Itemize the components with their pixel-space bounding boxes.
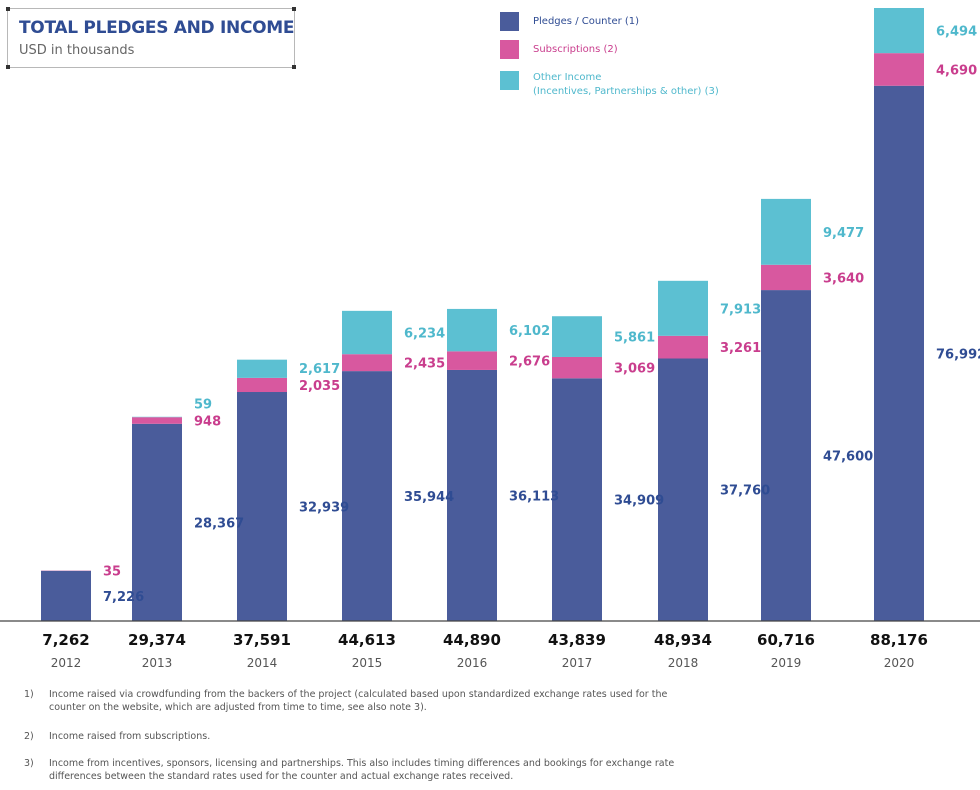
bar-pledges-2018: [658, 358, 708, 621]
legend-label-other-line1: Other Income: [533, 72, 602, 83]
bar-other-2020: [874, 8, 924, 54]
value-label-subscriptions-2016: 2,676: [509, 355, 550, 370]
legend-label-other: Other Income (Incentives, Partnerships &…: [533, 71, 719, 99]
value-label-pledges-2013: 28,367: [194, 516, 244, 531]
bar-subscriptions-2018: [658, 335, 708, 359]
bar-subscriptions-2014: [237, 377, 287, 393]
bar-other-2016: [447, 308, 497, 352]
chart-subtitle: USD in thousands: [19, 43, 135, 58]
value-label-pledges-2020: 76,992: [936, 347, 980, 362]
bar-pledges-2019: [761, 290, 811, 621]
x-tick-label-2014: 2014: [247, 656, 278, 670]
x-tick-label-2013: 2013: [142, 656, 173, 670]
total-label-2012: 7,262: [42, 631, 89, 649]
value-label-other-2016: 6,102: [509, 324, 550, 339]
value-label-pledges-2015: 35,944: [404, 490, 454, 505]
bar-subscriptions-2015: [342, 354, 392, 372]
x-tick-label-2015: 2015: [352, 656, 383, 670]
value-label-other-2014: 2,617: [299, 362, 340, 377]
total-label-2014: 37,591: [233, 631, 291, 649]
axis-layer: 7,262 2012 29,374 2013 37,591 2014 44,613 2015 4…: [42, 631, 928, 670]
bar-pledges-2012: [41, 570, 91, 621]
labels-layer: 7,226 35 28,367 948 59 32,939 2,035 2,617 35,944…: [103, 25, 980, 605]
bar-other-2017: [552, 316, 602, 357]
bar-subscriptions-2019: [761, 264, 811, 291]
value-label-subscriptions-2020: 4,690: [936, 63, 977, 78]
x-tick-label-2012: 2012: [51, 656, 82, 670]
legend-swatch-pledges: [500, 12, 519, 31]
value-label-subscriptions-2012: 35: [103, 565, 121, 580]
legend-swatch-other: [500, 71, 519, 90]
footnote-2-number: 2): [24, 731, 34, 742]
value-label-pledges-2016: 36,113: [509, 489, 559, 504]
bar-pledges-2014: [237, 392, 287, 621]
value-label-other-2013: 59: [194, 397, 212, 412]
total-label-2016: 44,890: [443, 631, 501, 649]
total-label-2017: 43,839: [548, 631, 606, 649]
value-label-subscriptions-2019: 3,640: [823, 271, 864, 286]
bar-other-2018: [658, 280, 708, 336]
title-box: TOTAL PLEDGES AND INCOME USD in thousand…: [6, 7, 296, 69]
footnote-2-text: Income raised from subscriptions.: [49, 731, 211, 742]
legend-label-subscriptions: Subscriptions (2): [533, 44, 618, 55]
value-label-other-2015: 6,234: [404, 327, 445, 342]
footnote-3-text: Income from incentives, sponsors, licens…: [49, 758, 675, 782]
chart-title: TOTAL PLEDGES AND INCOME: [19, 18, 295, 38]
x-tick-label-2020: 2020: [884, 656, 915, 670]
x-tick-label-2019: 2019: [771, 656, 802, 670]
value-label-pledges-2019: 47,600: [823, 450, 873, 465]
footnote-3-number: 3): [24, 758, 34, 769]
total-label-2020: 88,176: [870, 631, 928, 649]
x-tick-label-2016: 2016: [457, 656, 488, 670]
total-label-2015: 44,613: [338, 631, 396, 649]
value-label-subscriptions-2013: 948: [194, 414, 221, 429]
stacked-bar-chart: 7,226 35 28,367 948 59 32,939 2,035 2,617 35,944…: [0, 8, 980, 670]
bar-other-2014: [237, 359, 287, 378]
bar-pledges-2020: [874, 85, 924, 622]
bar-pledges-2017: [552, 378, 602, 621]
bar-other-2015: [342, 310, 392, 355]
value-label-other-2018: 7,913: [720, 302, 761, 317]
x-tick-label-2018: 2018: [668, 656, 699, 670]
footnote-1-text: Income raised via crowdfunding from the …: [49, 689, 668, 713]
value-label-other-2017: 5,861: [614, 331, 655, 346]
total-label-2018: 48,934: [654, 631, 712, 649]
value-label-other-2020: 6,494: [936, 25, 977, 40]
legend-label-pledges: Pledges / Counter (1): [533, 16, 640, 27]
bar-pledges-2016: [447, 369, 497, 621]
bar-other-2019: [761, 198, 811, 265]
legend-label-other-line2: (Incentives, Partnerships & other) (3): [533, 86, 719, 97]
value-label-pledges-2012: 7,226: [103, 590, 144, 605]
bar-pledges-2015: [342, 371, 392, 621]
bars-layer: [41, 8, 924, 622]
total-label-2013: 29,374: [128, 631, 186, 649]
bar-subscriptions-2020: [874, 53, 924, 86]
bar-subscriptions-2016: [447, 351, 497, 370]
value-label-subscriptions-2018: 3,261: [720, 341, 761, 356]
bar-subscriptions-2017: [552, 356, 602, 379]
x-tick-label-2017: 2017: [562, 656, 593, 670]
bar-pledges-2013: [132, 423, 182, 621]
legend-swatch-subscriptions: [500, 40, 519, 59]
value-label-subscriptions-2015: 2,435: [404, 357, 445, 372]
value-label-pledges-2014: 32,939: [299, 501, 349, 516]
total-label-2019: 60,716: [757, 631, 815, 649]
value-label-subscriptions-2017: 3,069: [614, 362, 655, 377]
value-label-subscriptions-2014: 2,035: [299, 379, 340, 394]
bar-subscriptions-2013: [132, 417, 182, 424]
value-label-pledges-2018: 37,760: [720, 484, 770, 499]
footnote-1-number: 1): [24, 689, 34, 700]
value-label-pledges-2017: 34,909: [614, 494, 664, 509]
value-label-other-2019: 9,477: [823, 226, 864, 241]
